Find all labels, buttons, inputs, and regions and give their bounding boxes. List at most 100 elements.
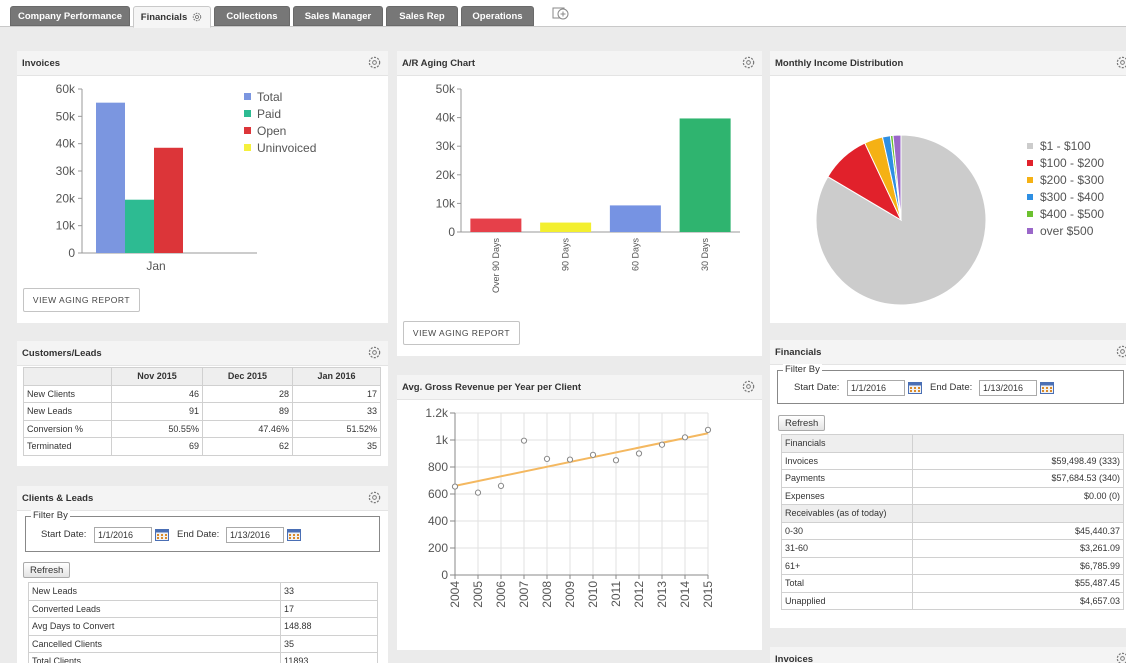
panel-header: Avg. Gross Revenue per Year per Client — [397, 375, 762, 400]
clients-leads-table: New Leads 33 Converted Leads 17 Avg Days t… — [28, 582, 378, 663]
row-label: Receivables (as of today) — [781, 504, 913, 523]
table-cell: 35 — [291, 437, 382, 456]
add-tab-icon[interactable] — [552, 5, 570, 21]
calendar-icon[interactable] — [1040, 382, 1054, 394]
start-date-input[interactable]: 1/1/2016 — [847, 380, 905, 396]
gear-icon[interactable] — [741, 379, 756, 394]
data-point — [566, 456, 574, 463]
financials-table: Financials Invoices $59,498.49 (333) Paymen… — [781, 434, 1124, 610]
table-row: Payments $57,684.53 (340) — [781, 469, 1124, 488]
x-tick-label: 2013 — [655, 581, 669, 608]
panel-title: Avg. Gross Revenue per Year per Client — [402, 381, 581, 393]
row-label: 61+ — [781, 556, 913, 575]
refresh-button[interactable]: Refresh — [23, 562, 71, 578]
table-row: Unapplied $4,657.03 — [781, 591, 1124, 610]
calendar-icon[interactable] — [908, 382, 922, 394]
row-label: New Leads — [23, 402, 112, 421]
gross-revenue-chart: 0 200 400 600 800 1k 1.2k 2004 2005 2006 2007 2008 2… — [425, 406, 715, 608]
legend-swatch — [244, 144, 251, 151]
x-tick-label: 2011 — [609, 581, 623, 607]
legend-swatch — [1027, 143, 1033, 149]
table-cell: $6,785.99 — [912, 556, 1124, 575]
start-date-label: Start Date: — [794, 382, 840, 393]
tab-sales-manager[interactable]: Sales Manager — [293, 6, 383, 26]
table-cell: 50.55% — [111, 419, 203, 438]
y-tick-label: 40k — [436, 111, 456, 125]
button-label: Refresh — [30, 564, 64, 576]
gear-icon[interactable] — [741, 55, 756, 70]
calendar-icon[interactable] — [287, 529, 301, 541]
table-row: Terminated 69 62 35 — [23, 437, 382, 456]
tab-financials[interactable]: Financials — [133, 6, 211, 28]
tab-operations[interactable]: Operations — [461, 6, 534, 26]
data-point — [635, 450, 643, 457]
y-tick-label: 400 — [428, 514, 448, 528]
table-cell: $4,657.03 — [912, 591, 1124, 610]
row-label: Total Clients — [28, 652, 281, 663]
gross-revenue-panel: Avg. Gross Revenue per Year per Client 0… — [397, 375, 762, 650]
x-tick-label: 2005 — [471, 581, 485, 608]
y-tick-label: 10k — [56, 219, 76, 233]
trend-line — [454, 432, 709, 487]
column-header: Nov 2015 — [111, 367, 203, 386]
panel-header: Clients & Leads — [17, 486, 388, 511]
view-aging-report-button[interactable]: VIEW AGING REPORT — [23, 288, 140, 312]
y-tick-label: 600 — [428, 487, 448, 501]
tab-company-performance[interactable]: Company Performance — [10, 6, 130, 26]
ar-aging-chart: 0 10k 20k 30k 40k 50k Over 90 Days 90 Days 60 Da… — [436, 82, 740, 294]
table-cell: $55,487.45 — [912, 574, 1124, 593]
legend-label: Open — [257, 124, 286, 138]
row-label: Conversion % — [23, 419, 112, 438]
x-tick-label: 2015 — [701, 581, 715, 608]
legend-label: $400 - $500 — [1040, 207, 1104, 221]
end-date-input[interactable]: 1/13/2016 — [226, 527, 284, 543]
calendar-icon[interactable] — [155, 529, 169, 541]
button-label: Refresh — [785, 417, 819, 429]
view-aging-report-button[interactable]: VIEW AGING REPORT — [403, 321, 520, 345]
data-point — [474, 489, 482, 496]
table-cell: $3,261.09 — [912, 539, 1124, 558]
table-cell: 46 — [111, 384, 203, 403]
data-point — [658, 441, 666, 448]
legend-swatch — [1027, 211, 1033, 217]
tab-collections[interactable]: Collections — [214, 6, 290, 26]
y-tick-label: 50k — [436, 82, 456, 96]
table-section-row: Financials — [781, 434, 1124, 453]
row-label: New Leads — [28, 582, 281, 601]
panel-header: Customers/Leads — [17, 341, 388, 366]
gear-icon[interactable] — [1115, 344, 1126, 359]
table-cell: 89 — [201, 402, 293, 421]
table-cell: $57,684.53 (340) — [912, 469, 1124, 488]
data-point — [543, 455, 551, 463]
gear-icon[interactable] — [1115, 55, 1126, 70]
gear-icon[interactable] — [1115, 651, 1126, 663]
customers-leads-table: Nov 2015 Dec 2015 Jan 2016 New Clients 4… — [23, 367, 382, 456]
row-label: Payments — [781, 469, 913, 488]
table-row: Total $55,487.45 — [781, 574, 1124, 593]
panel-title: Invoices — [22, 57, 61, 69]
y-tick-label: 60k — [56, 82, 76, 96]
table-cell — [912, 434, 1124, 453]
end-date-input[interactable]: 1/13/2016 — [979, 380, 1037, 396]
x-tick-label: Over 90 Days — [491, 238, 501, 294]
start-date-input[interactable]: 1/1/2016 — [94, 527, 152, 543]
legend-swatch — [1027, 160, 1033, 166]
gear-icon[interactable] — [367, 345, 382, 360]
y-tick-label: 30k — [56, 164, 76, 178]
button-label: VIEW AGING REPORT — [412, 328, 511, 338]
refresh-button[interactable]: Refresh — [778, 415, 826, 431]
legend-label: Total — [257, 90, 282, 104]
y-tick-label: 800 — [428, 460, 448, 474]
y-tick-label: 200 — [428, 541, 448, 555]
x-tick-label: 2006 — [494, 581, 508, 608]
panel-header: Financials — [770, 340, 1126, 365]
gear-icon[interactable] — [367, 490, 382, 505]
gear-icon[interactable] — [367, 55, 382, 70]
gear-icon[interactable] — [191, 11, 203, 23]
row-label: Expenses — [781, 486, 913, 505]
y-tick-label: 30k — [436, 139, 456, 153]
tab-sales-rep[interactable]: Sales Rep — [386, 6, 458, 26]
x-tick-label: 2012 — [632, 581, 646, 608]
button-label: VIEW AGING REPORT — [32, 295, 131, 305]
table-row: New Clients 46 28 17 — [23, 384, 382, 403]
